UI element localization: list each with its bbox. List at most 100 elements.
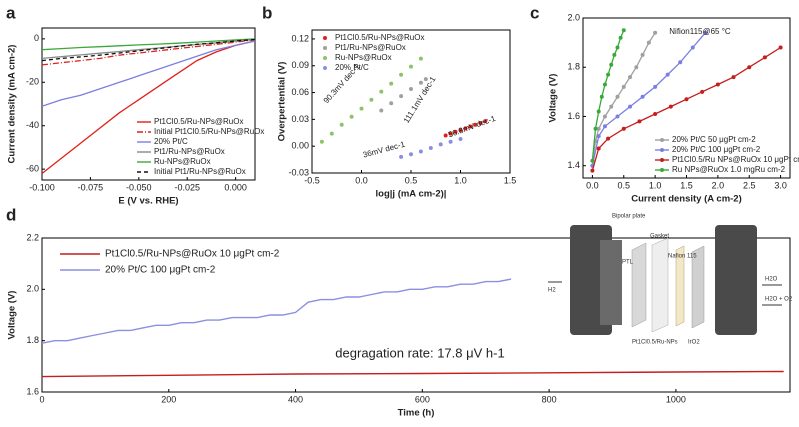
legend-label: 20% Pt/C	[335, 63, 369, 72]
legend-marker	[323, 66, 327, 70]
series-line	[41, 370, 784, 378]
point	[596, 134, 601, 139]
inset-label: IrO2	[688, 340, 700, 346]
y-tick-label: 1.6	[567, 111, 580, 121]
point	[463, 126, 468, 131]
legend-marker	[323, 36, 327, 40]
membrane	[675, 245, 685, 327]
point	[399, 72, 404, 77]
chart-panel: d 0 200 400 600 800 1000 1.6 1.8 2.0 2.2 Time (h) Vo…	[6, 205, 791, 419]
x-tick-label: 800	[542, 394, 557, 404]
legend-label: Initial Pt1Cl0.5/Ru-NPs@RuOx	[154, 127, 264, 136]
point	[609, 62, 614, 67]
point	[478, 120, 483, 125]
inset-label: Nafion 115	[668, 254, 697, 260]
legend-label: Pt1Cl0.5/Ru-NPs@RuOx	[335, 33, 424, 42]
point	[319, 139, 324, 144]
point	[349, 114, 354, 119]
point	[715, 82, 720, 87]
legend-label: Ru-NPs@RuOx	[335, 53, 392, 62]
annotation: Nifion115@65 °C	[669, 27, 731, 36]
point	[418, 56, 423, 61]
bipolar-plate-right	[715, 225, 757, 335]
point	[596, 109, 601, 114]
point	[399, 94, 404, 99]
legend-marker	[660, 158, 664, 162]
point	[653, 112, 658, 116]
legend-marker	[660, 168, 664, 172]
chart-panel: c 0.0 0.5 1.0 1.5 2.0 2.5 3.0 1.4 1.6 1.8 2.0 Curren…	[530, 3, 799, 204]
point	[700, 89, 705, 94]
x-tick-label: -0.050	[126, 182, 152, 192]
x-tick-label: 0.5	[405, 175, 418, 185]
point	[590, 168, 595, 173]
x-tick-label: 400	[288, 394, 303, 404]
point	[762, 55, 767, 60]
series-line	[41, 40, 256, 175]
point	[628, 75, 633, 80]
point	[369, 97, 374, 102]
point	[418, 80, 423, 85]
point	[468, 124, 473, 129]
x-tick-label: 0	[39, 394, 44, 404]
y-tick-label: 0.09	[291, 60, 309, 70]
point	[634, 65, 639, 70]
point	[747, 65, 752, 70]
y-tick-label: 0	[34, 33, 39, 43]
point	[409, 86, 413, 91]
legend-label: Ru NPs@RuOx 1.0 mgRu cm-2	[672, 165, 786, 174]
point	[448, 139, 453, 144]
point	[618, 35, 623, 40]
inset-label: PTL	[622, 260, 634, 266]
point	[596, 126, 601, 131]
point	[668, 104, 673, 109]
point	[438, 142, 443, 147]
x-tick-label: -0.5	[304, 175, 320, 185]
annotation: degragation rate: 17.8 μV h-1	[335, 345, 504, 360]
series-line	[41, 39, 256, 66]
series-line	[41, 278, 512, 344]
x-tick-label: 1.5	[504, 175, 517, 185]
point	[731, 75, 736, 80]
point	[612, 52, 617, 57]
x-tick-label: 0.000	[224, 182, 247, 192]
series-line	[41, 38, 256, 62]
legend-marker	[323, 46, 327, 50]
point	[443, 133, 448, 138]
inset-label: H2O	[765, 277, 778, 283]
point	[428, 145, 433, 150]
inset-label: Gasket	[650, 234, 669, 240]
x-tick-label: 1000	[666, 394, 686, 404]
series-line	[591, 32, 656, 166]
y-tick-label: 1.4	[567, 160, 580, 170]
y-tick-label: 2.2	[26, 232, 39, 242]
legend-marker	[323, 56, 327, 60]
point	[458, 128, 463, 133]
x-tick-label: 0.5	[618, 180, 631, 190]
point	[602, 114, 607, 119]
gasket	[651, 237, 669, 333]
legend-label: Pt1/Ru-NPs@RuOx	[335, 43, 406, 52]
legend-label: Pt1Cl0.5/Ru-NPs@RuOx	[154, 117, 243, 126]
point	[602, 82, 607, 87]
point	[599, 94, 604, 99]
x-axis-title: E (V vs. RHE)	[118, 196, 178, 207]
legend-label: 20% Pt/C 50 μgPt cm-2	[672, 135, 756, 144]
y-tick-label: 1.8	[26, 335, 39, 345]
y-tick-label: -0.03	[288, 167, 309, 177]
legend-label: 20% Pt/C	[154, 137, 188, 146]
point	[615, 114, 620, 119]
series-line	[41, 38, 256, 51]
point	[621, 126, 626, 131]
point	[646, 40, 651, 45]
x-tick-label: 200	[161, 394, 176, 404]
point	[637, 119, 642, 124]
panel-label: b	[262, 3, 272, 22]
point	[339, 122, 344, 127]
series-line	[591, 46, 781, 171]
point	[665, 72, 670, 77]
point	[678, 60, 683, 65]
x-axis-title: Current density (A cm-2)	[631, 194, 742, 205]
inset-label: H2	[548, 288, 556, 294]
